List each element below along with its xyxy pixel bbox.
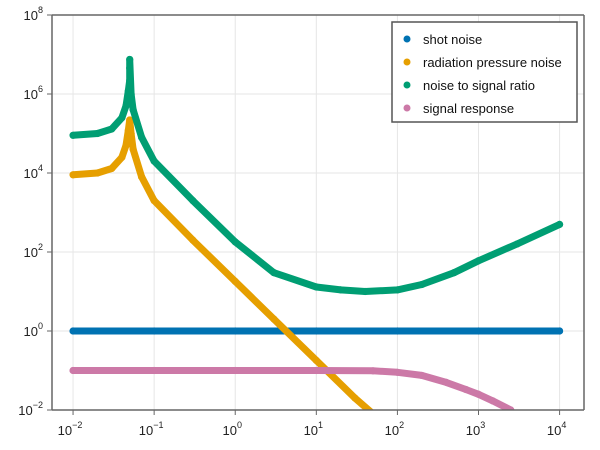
x-tick-label: 104 bbox=[547, 420, 566, 438]
legend-marker-icon bbox=[403, 35, 411, 43]
y-tick-label: 108 bbox=[24, 5, 43, 23]
y-tick-label: 102 bbox=[24, 242, 43, 260]
legend-item: shot noise bbox=[403, 32, 482, 47]
y-tick-label: 104 bbox=[24, 163, 43, 181]
legend-label: radiation pressure noise bbox=[423, 55, 562, 70]
x-tick-label: 102 bbox=[385, 420, 404, 438]
legend-label: noise to signal ratio bbox=[423, 78, 535, 93]
legend-item: radiation pressure noise bbox=[403, 55, 562, 70]
axes bbox=[51, 14, 585, 411]
y-tick-label: 10−2 bbox=[18, 400, 43, 418]
series-signal-response bbox=[69, 366, 515, 410]
legend-item: signal response bbox=[403, 101, 514, 116]
y-axis-ticks: 10−2 100 102 104 106 108 bbox=[18, 5, 52, 418]
legend: shot noise radiation pressure noise noise … bbox=[391, 21, 578, 123]
series-noise-to-signal-ratio bbox=[69, 55, 564, 296]
x-tick-label: 10−2 bbox=[58, 420, 83, 438]
x-axis-ticks: 10−2 10−1 100 101 102 103 104 bbox=[58, 410, 566, 438]
plot-area bbox=[69, 55, 564, 410]
legend-label: shot noise bbox=[423, 32, 482, 47]
legend-marker-icon bbox=[403, 58, 411, 66]
x-tick-label: 100 bbox=[222, 420, 241, 438]
x-tick-label: 101 bbox=[304, 420, 323, 438]
legend-marker-icon bbox=[403, 104, 411, 112]
legend-label: signal response bbox=[423, 101, 514, 116]
legend-marker-icon bbox=[403, 81, 411, 89]
y-tick-label: 106 bbox=[24, 84, 43, 102]
x-tick-label: 103 bbox=[466, 420, 485, 438]
y-tick-label: 100 bbox=[24, 321, 43, 339]
series-radiation-pressure-noise bbox=[69, 116, 374, 410]
legend-box bbox=[391, 21, 578, 123]
x-tick-label: 10−1 bbox=[139, 420, 164, 438]
series-shot-noise bbox=[69, 327, 564, 335]
legend-item: noise to signal ratio bbox=[403, 78, 535, 93]
